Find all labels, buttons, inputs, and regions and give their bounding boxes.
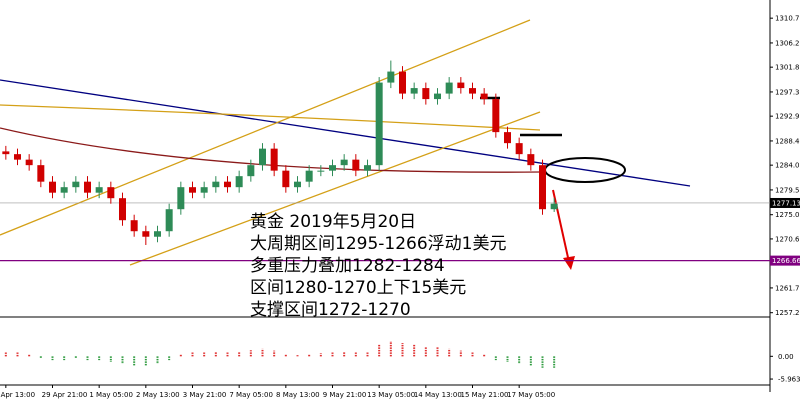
price-tag-label: 1277.13 xyxy=(772,199,800,207)
candle-body xyxy=(340,159,348,166)
candle-body xyxy=(387,71,395,83)
candle-body xyxy=(154,231,161,237)
y-tick-label: 1297.30 xyxy=(775,88,800,96)
candle-body xyxy=(72,181,80,188)
candle-body xyxy=(119,198,126,221)
candle-body xyxy=(212,181,220,188)
x-tick-label: 14 May 13:00 xyxy=(414,391,462,399)
x-tick-label: 8 May 13:00 xyxy=(276,391,320,399)
candle-body xyxy=(305,170,313,182)
candle-body xyxy=(480,93,488,100)
candle-body xyxy=(247,165,255,177)
y-tick-label: 1279.50 xyxy=(775,186,800,194)
x-tick-label: 3 May 21:00 xyxy=(183,391,227,399)
y-tick-label: 1257.20 xyxy=(775,309,800,317)
y-tick-label: 1284.00 xyxy=(775,162,800,170)
candle-body xyxy=(130,220,138,232)
candle-body xyxy=(49,181,56,193)
x-tick-label: 7 May 05:00 xyxy=(229,391,273,399)
x-tick-label: 2 May 13:00 xyxy=(136,391,180,399)
candle-body xyxy=(270,148,278,171)
candle-body xyxy=(410,88,418,94)
candle-body xyxy=(259,148,266,166)
candle-body xyxy=(142,231,150,237)
x-tick-label: 29 Apr 21:00 xyxy=(42,391,88,399)
y-tick-label: 1310.70 xyxy=(775,15,800,23)
moving-average xyxy=(0,127,541,173)
candle-body xyxy=(37,165,45,182)
y-tick-label: -5.963 xyxy=(778,376,800,384)
candle-body xyxy=(84,181,91,193)
y-tick-label: 0.00 xyxy=(778,353,794,361)
candle-body xyxy=(25,159,33,166)
candle-body xyxy=(375,82,383,166)
y-tick-label: 1292.90 xyxy=(775,113,800,121)
price-tag-label: 1266.66 xyxy=(772,257,800,265)
candle-body xyxy=(352,159,360,171)
x-tick-label: 15 May 21:00 xyxy=(460,391,508,399)
annotation: 黄金 2019年5月20日 xyxy=(250,212,416,232)
arrow xyxy=(552,189,570,263)
candle-body xyxy=(504,132,511,144)
candle-body xyxy=(539,165,546,210)
candle-body xyxy=(224,181,231,188)
candle-body xyxy=(445,82,453,94)
annotation: 多重压力叠加1282-1284 xyxy=(250,256,445,276)
candle-body xyxy=(329,165,336,171)
candle-body xyxy=(107,187,115,199)
y-tick-label: 1275.00 xyxy=(775,211,800,219)
price-tag xyxy=(770,197,800,208)
y-tick-label: 1270.60 xyxy=(775,235,800,243)
candle-body xyxy=(422,88,430,100)
candle-body xyxy=(282,170,290,188)
moving-average xyxy=(0,104,541,131)
y-tick-label: 1306.20 xyxy=(775,39,800,47)
x-tick-label: Apr 13:00 xyxy=(1,391,36,399)
candle-body xyxy=(434,93,441,100)
candle-body xyxy=(165,209,173,232)
y-tick-label: 1301.80 xyxy=(775,64,800,72)
x-tick-label: 1 May 05:00 xyxy=(89,391,133,399)
candle-body xyxy=(189,187,196,193)
trend-line xyxy=(0,79,691,187)
candle-body xyxy=(492,99,500,133)
annotation: 大周期区间1295-1266浮动1美元 xyxy=(250,234,506,254)
candle-body xyxy=(469,88,476,94)
candle-body xyxy=(515,143,523,155)
candle-body xyxy=(177,187,185,210)
x-tick-label: 13 May 05:00 xyxy=(367,391,415,399)
x-tick-label: 9 May 21:00 xyxy=(323,391,367,399)
candle-body xyxy=(95,187,103,193)
candle-body xyxy=(294,181,301,188)
candle-body xyxy=(399,71,406,94)
candle-body xyxy=(235,176,243,188)
candle-body xyxy=(60,187,68,193)
y-tick-label: 1261.70 xyxy=(775,284,800,292)
x-tick-label: 17 May 05:00 xyxy=(507,391,555,399)
candle-body xyxy=(317,170,325,172)
price-tag xyxy=(770,255,800,266)
channel-line xyxy=(129,111,541,266)
candle-body xyxy=(14,154,21,160)
candle-body xyxy=(550,203,558,210)
candle-body xyxy=(457,82,465,89)
arrow-head xyxy=(563,256,575,270)
annotation: 支撑区间1272-1270 xyxy=(250,300,411,320)
candle-body xyxy=(2,151,10,155)
y-tick-label: 1288.40 xyxy=(775,137,800,145)
candle-body xyxy=(527,154,535,166)
candle-body xyxy=(364,165,371,171)
channel-line xyxy=(0,19,531,236)
candle-body xyxy=(200,187,208,193)
annotation: 区间1280-1270上下15美元 xyxy=(250,278,466,298)
